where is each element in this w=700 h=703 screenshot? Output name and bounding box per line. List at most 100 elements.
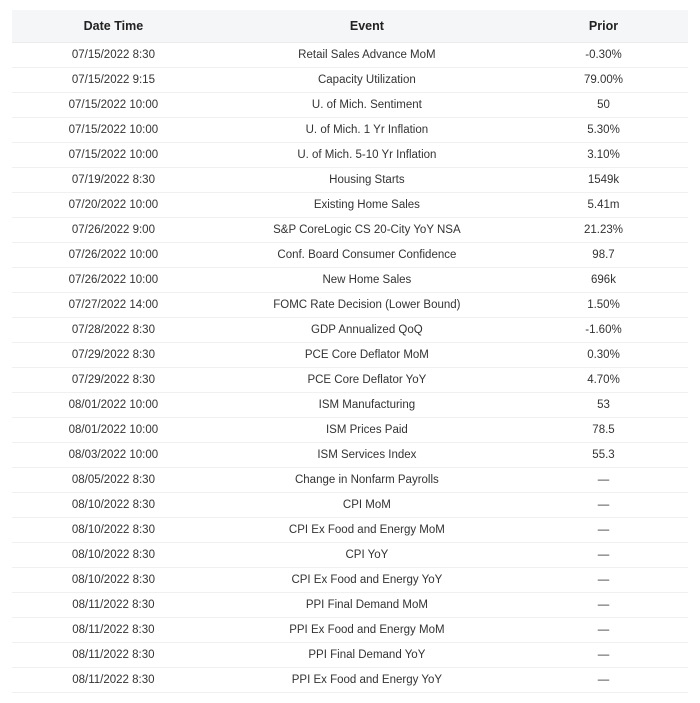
table-row: 07/26/2022 10:00New Home Sales696k — [12, 268, 688, 293]
table-row: 08/05/2022 8:30Change in Nonfarm Payroll… — [12, 468, 688, 493]
table-row: 07/15/2022 8:30Retail Sales Advance MoM-… — [12, 43, 688, 68]
cell-datetime: 08/11/2022 8:30 — [12, 618, 215, 643]
cell-prior: 53 — [519, 393, 688, 418]
cell-datetime: 07/19/2022 8:30 — [12, 168, 215, 193]
table-row: 08/03/2022 10:00ISM Services Index55.3 — [12, 443, 688, 468]
cell-datetime: 08/01/2022 10:00 — [12, 418, 215, 443]
cell-prior: 696k — [519, 268, 688, 293]
table-row: 08/11/2022 8:30PPI Final Demand MoM— — [12, 593, 688, 618]
cell-prior: — — [519, 668, 688, 693]
cell-datetime: 07/26/2022 10:00 — [12, 268, 215, 293]
cell-datetime: 07/27/2022 14:00 — [12, 293, 215, 318]
cell-event: U. of Mich. Sentiment — [215, 93, 519, 118]
cell-prior: — — [519, 518, 688, 543]
table-row: 08/01/2022 10:00ISM Manufacturing53 — [12, 393, 688, 418]
cell-prior: 78.5 — [519, 418, 688, 443]
table-row: 07/27/2022 14:00FOMC Rate Decision (Lowe… — [12, 293, 688, 318]
cell-event: U. of Mich. 5-10 Yr Inflation — [215, 143, 519, 168]
cell-prior: 0.30% — [519, 343, 688, 368]
cell-prior: 1549k — [519, 168, 688, 193]
table-row: 07/19/2022 8:30Housing Starts1549k — [12, 168, 688, 193]
cell-event: CPI MoM — [215, 493, 519, 518]
table-row: 08/01/2022 10:00ISM Prices Paid78.5 — [12, 418, 688, 443]
cell-datetime: 07/20/2022 10:00 — [12, 193, 215, 218]
cell-event: Housing Starts — [215, 168, 519, 193]
cell-datetime: 07/29/2022 8:30 — [12, 368, 215, 393]
cell-event: PPI Final Demand YoY — [215, 643, 519, 668]
cell-prior: 79.00% — [519, 68, 688, 93]
col-header-datetime: Date Time — [12, 10, 215, 43]
cell-prior: — — [519, 593, 688, 618]
table-row: 07/28/2022 8:30GDP Annualized QoQ-1.60% — [12, 318, 688, 343]
cell-event: Capacity Utilization — [215, 68, 519, 93]
cell-event: Retail Sales Advance MoM — [215, 43, 519, 68]
table-body: 07/15/2022 8:30Retail Sales Advance MoM-… — [12, 43, 688, 693]
cell-datetime: 08/01/2022 10:00 — [12, 393, 215, 418]
cell-prior: — — [519, 618, 688, 643]
cell-datetime: 08/10/2022 8:30 — [12, 568, 215, 593]
table-row: 07/26/2022 9:00S&P CoreLogic CS 20-City … — [12, 218, 688, 243]
table-row: 07/29/2022 8:30PCE Core Deflator YoY4.70… — [12, 368, 688, 393]
cell-event: CPI Ex Food and Energy MoM — [215, 518, 519, 543]
cell-event: GDP Annualized QoQ — [215, 318, 519, 343]
cell-event: PPI Ex Food and Energy YoY — [215, 668, 519, 693]
economic-calendar-table: Date Time Event Prior 07/15/2022 8:30Ret… — [12, 10, 688, 693]
cell-event: CPI YoY — [215, 543, 519, 568]
cell-datetime: 07/29/2022 8:30 — [12, 343, 215, 368]
cell-prior: — — [519, 468, 688, 493]
table-row: 07/26/2022 10:00Conf. Board Consumer Con… — [12, 243, 688, 268]
cell-datetime: 07/26/2022 9:00 — [12, 218, 215, 243]
cell-datetime: 08/11/2022 8:30 — [12, 643, 215, 668]
table-header-row: Date Time Event Prior — [12, 10, 688, 43]
cell-datetime: 07/15/2022 10:00 — [12, 93, 215, 118]
col-header-event: Event — [215, 10, 519, 43]
table-row: 08/10/2022 8:30CPI Ex Food and Energy Mo… — [12, 518, 688, 543]
cell-datetime: 07/15/2022 10:00 — [12, 143, 215, 168]
cell-prior: 50 — [519, 93, 688, 118]
table-row: 08/11/2022 8:30PPI Final Demand YoY— — [12, 643, 688, 668]
cell-prior: — — [519, 568, 688, 593]
cell-event: ISM Prices Paid — [215, 418, 519, 443]
cell-event: U. of Mich. 1 Yr Inflation — [215, 118, 519, 143]
cell-datetime: 07/15/2022 10:00 — [12, 118, 215, 143]
table-row: 07/15/2022 9:15Capacity Utilization79.00… — [12, 68, 688, 93]
cell-event: ISM Manufacturing — [215, 393, 519, 418]
cell-event: Existing Home Sales — [215, 193, 519, 218]
cell-event: FOMC Rate Decision (Lower Bound) — [215, 293, 519, 318]
table-row: 07/15/2022 10:00U. of Mich. 1 Yr Inflati… — [12, 118, 688, 143]
cell-prior: — — [519, 493, 688, 518]
cell-prior: 98.7 — [519, 243, 688, 268]
table-row: 08/10/2022 8:30CPI MoM— — [12, 493, 688, 518]
table-row: 08/11/2022 8:30PPI Ex Food and Energy Yo… — [12, 668, 688, 693]
cell-datetime: 08/10/2022 8:30 — [12, 518, 215, 543]
cell-event: ISM Services Index — [215, 443, 519, 468]
table-row: 08/10/2022 8:30CPI Ex Food and Energy Yo… — [12, 568, 688, 593]
cell-datetime: 07/15/2022 9:15 — [12, 68, 215, 93]
cell-datetime: 08/05/2022 8:30 — [12, 468, 215, 493]
cell-datetime: 08/10/2022 8:30 — [12, 543, 215, 568]
table-row: 08/11/2022 8:30PPI Ex Food and Energy Mo… — [12, 618, 688, 643]
cell-datetime: 08/11/2022 8:30 — [12, 593, 215, 618]
cell-prior: 3.10% — [519, 143, 688, 168]
cell-event: S&P CoreLogic CS 20-City YoY NSA — [215, 218, 519, 243]
cell-event: PPI Final Demand MoM — [215, 593, 519, 618]
cell-datetime: 08/11/2022 8:30 — [12, 668, 215, 693]
cell-datetime: 07/15/2022 8:30 — [12, 43, 215, 68]
cell-prior: — — [519, 643, 688, 668]
table-row: 07/15/2022 10:00U. of Mich. 5-10 Yr Infl… — [12, 143, 688, 168]
cell-event: PPI Ex Food and Energy MoM — [215, 618, 519, 643]
cell-event: Change in Nonfarm Payrolls — [215, 468, 519, 493]
cell-event: New Home Sales — [215, 268, 519, 293]
cell-prior: 55.3 — [519, 443, 688, 468]
cell-prior: -1.60% — [519, 318, 688, 343]
cell-datetime: 07/26/2022 10:00 — [12, 243, 215, 268]
cell-prior: 21.23% — [519, 218, 688, 243]
cell-prior: 5.30% — [519, 118, 688, 143]
table-row: 07/15/2022 10:00U. of Mich. Sentiment50 — [12, 93, 688, 118]
table-row: 07/29/2022 8:30PCE Core Deflator MoM0.30… — [12, 343, 688, 368]
cell-prior: -0.30% — [519, 43, 688, 68]
cell-prior: 1.50% — [519, 293, 688, 318]
cell-event: Conf. Board Consumer Confidence — [215, 243, 519, 268]
cell-datetime: 07/28/2022 8:30 — [12, 318, 215, 343]
cell-datetime: 08/03/2022 10:00 — [12, 443, 215, 468]
